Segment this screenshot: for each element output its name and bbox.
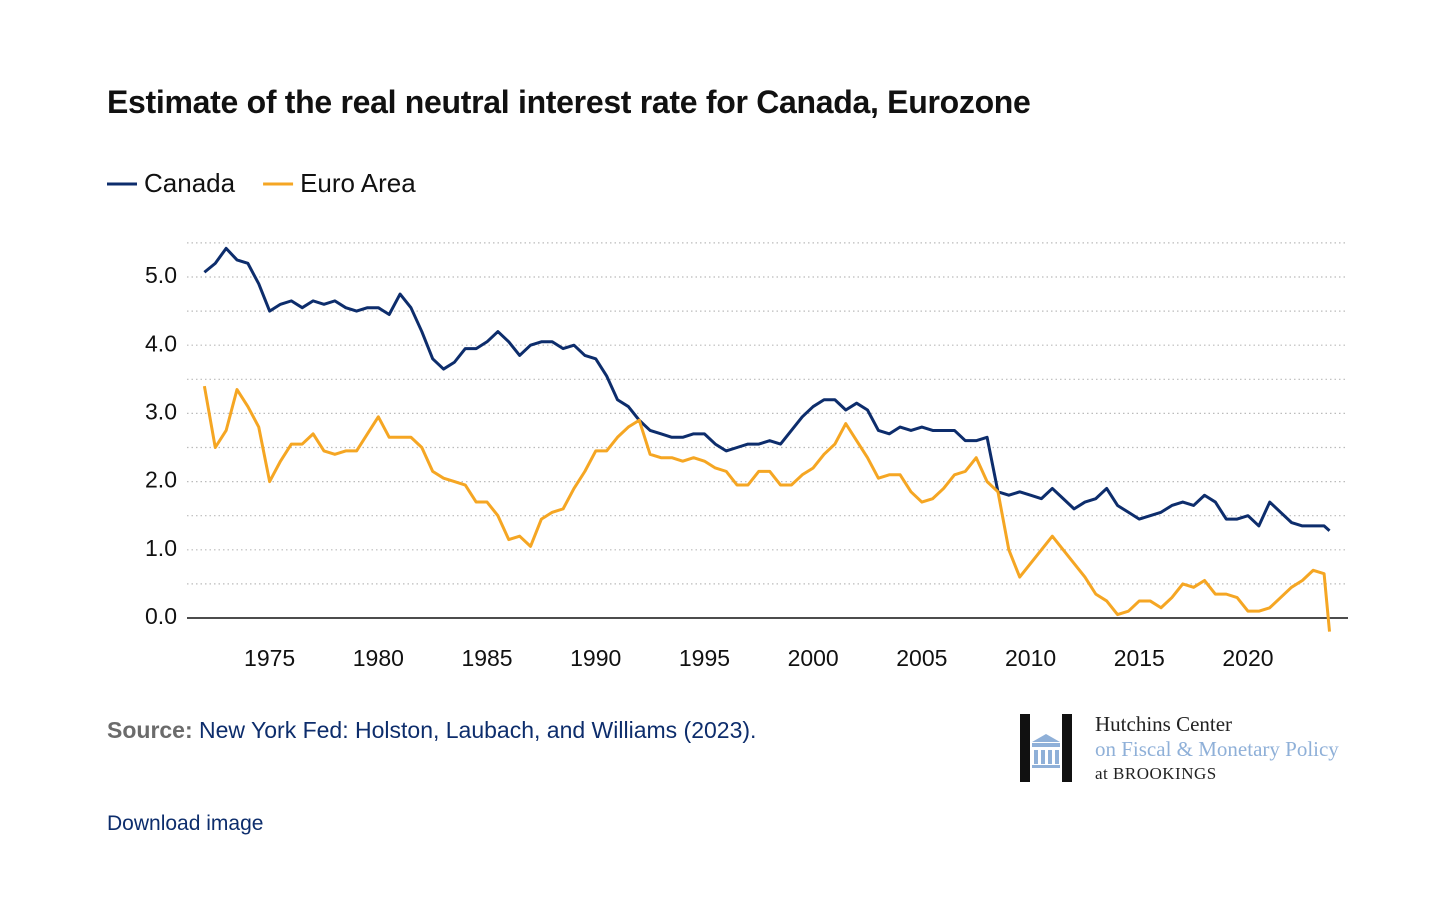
y-tick-label: 5.0 — [145, 262, 177, 288]
x-tick-label: 2005 — [896, 645, 947, 671]
y-tick-label: 4.0 — [145, 330, 177, 356]
y-tick-label: 1.0 — [145, 535, 177, 561]
x-tick-label: 1990 — [570, 645, 621, 671]
x-tick-label: 1985 — [461, 645, 512, 671]
series-line — [202, 385, 1332, 632]
legend-label: Canada — [144, 168, 236, 198]
x-tick-label: 2000 — [788, 645, 839, 671]
x-tick-label: 1975 — [244, 645, 295, 671]
source-text: New York Fed: Holston, Laubach, and Will… — [199, 717, 757, 743]
source: Source: New York Fed: Holston, Laubach, … — [107, 717, 756, 744]
chart-title: Estimate of the real neutral interest ra… — [107, 84, 1031, 120]
logo-line: on Fiscal & Monetary Policy — [1095, 737, 1339, 761]
x-tick-label: 1995 — [679, 645, 730, 671]
source-label: Source: — [107, 717, 193, 743]
logo-line: at BROOKINGS — [1095, 764, 1217, 783]
legend-label: Euro Area — [300, 168, 416, 198]
logo: Hutchins Center on Fiscal & Monetary Pol… — [1018, 712, 1358, 784]
download-link[interactable]: Download image — [107, 812, 264, 835]
x-tick-label: 2020 — [1222, 645, 1273, 671]
chart: 0.0 1.0 2.0 3.0 4.0 5.0 1975 1980 1985 1990 1995 20… — [107, 168, 1348, 671]
x-tick-label: 1980 — [353, 645, 404, 671]
y-tick-label: 0.0 — [145, 603, 177, 629]
y-tick-label: 3.0 — [145, 398, 177, 424]
logo-icon — [1020, 714, 1072, 782]
x-tick-label: 2015 — [1114, 645, 1165, 671]
x-tick-label: 2010 — [1005, 645, 1056, 671]
logo-line: Hutchins Center — [1095, 712, 1233, 736]
series-line — [203, 246, 1331, 532]
y-tick-label: 2.0 — [145, 467, 177, 493]
